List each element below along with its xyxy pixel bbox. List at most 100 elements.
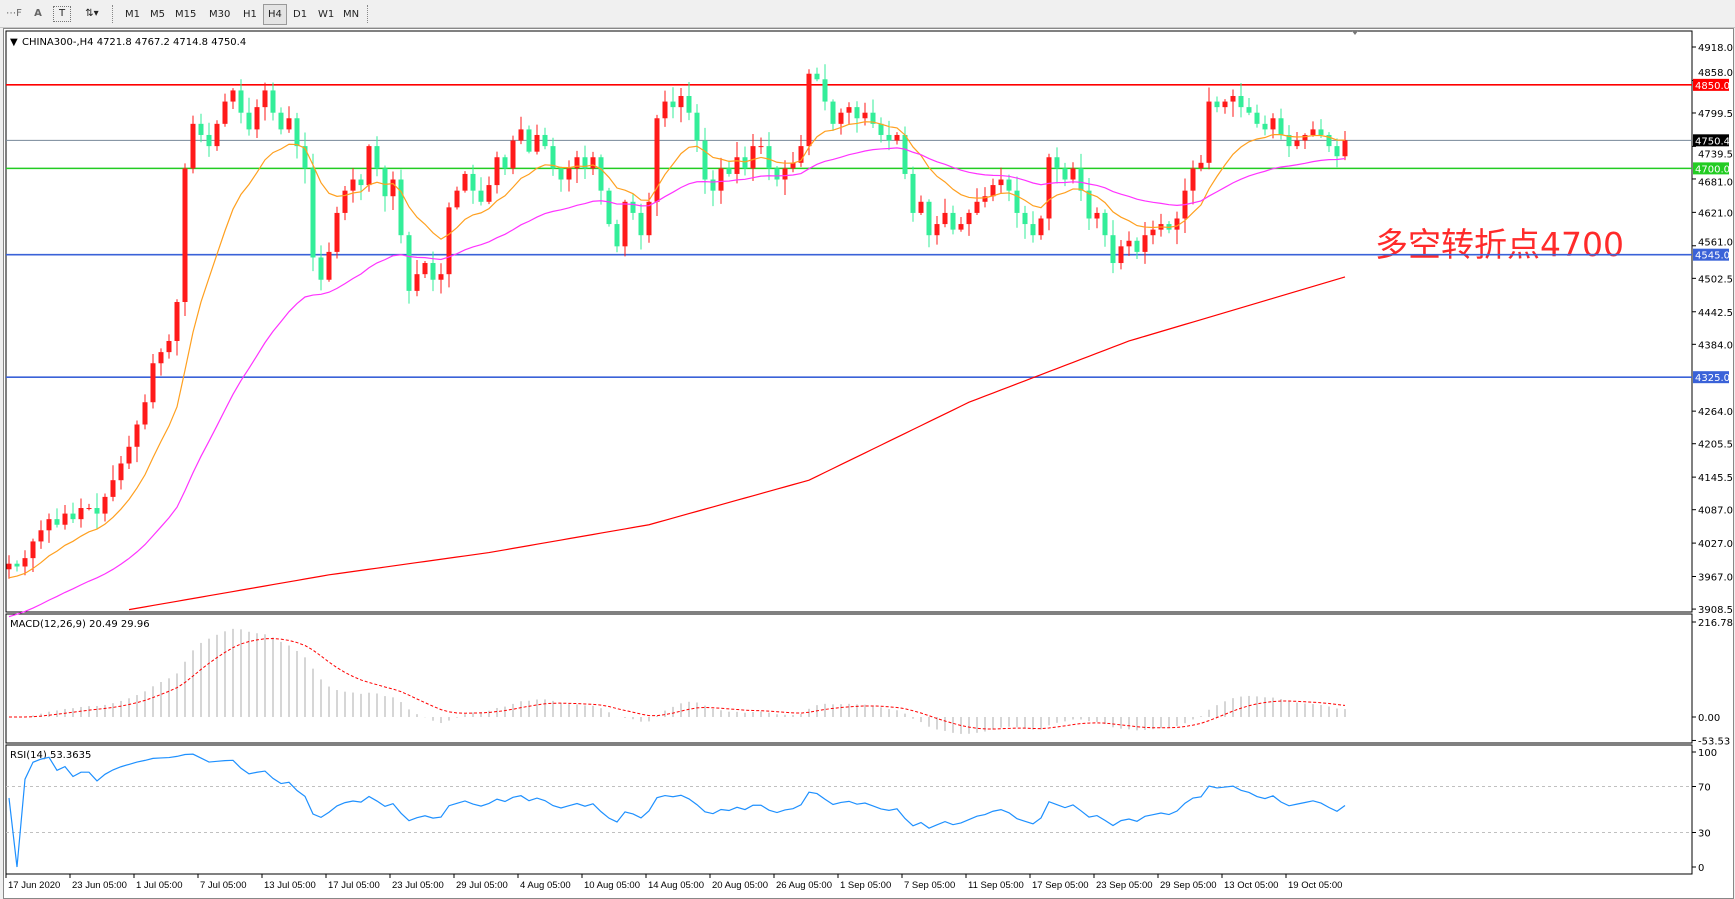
candle (1254, 112, 1260, 124)
macd-tick-label: 0.00 (1698, 713, 1720, 724)
candle (918, 201, 924, 213)
x-tick-label: 26 Aug 05:00 (776, 880, 832, 891)
candle (46, 519, 52, 531)
candle (1102, 212, 1108, 236)
candle (430, 263, 436, 280)
period-separator-tool-icon[interactable]: ⋯F (6, 8, 22, 19)
timeframe-m15[interactable]: M15 (175, 9, 197, 20)
candle (110, 480, 116, 497)
candle (510, 140, 516, 169)
candle (886, 134, 892, 141)
candle (934, 224, 940, 236)
y-tick-label: 4502.5 (1698, 274, 1733, 285)
candle (1214, 101, 1220, 108)
candle (1262, 123, 1268, 130)
price-label: 4325.0 (1695, 373, 1730, 384)
price-label-bg (1693, 78, 1729, 91)
candle (702, 140, 708, 180)
candle (590, 157, 596, 169)
price-label: 4750.4 (1695, 136, 1730, 147)
timeframe-m1[interactable]: M1 (125, 9, 140, 20)
candle (1118, 246, 1124, 264)
candle (1230, 95, 1236, 102)
candle (310, 168, 316, 258)
chart-window[interactable] (3, 28, 1734, 899)
candle (1062, 168, 1068, 180)
candle (1310, 129, 1316, 135)
candle (334, 212, 340, 252)
y-tick-label: 4681.0 (1698, 177, 1733, 188)
y-tick-label: 4384.0 (1698, 340, 1733, 351)
annotation-text: 多空转折点4700 (1375, 225, 1624, 264)
candle (758, 146, 764, 148)
x-tick-label: 4 Aug 05:00 (520, 880, 571, 891)
chart-shift-marker-icon[interactable] (1352, 31, 1358, 35)
timeframe-m5[interactable]: M5 (150, 9, 165, 20)
candle (582, 157, 588, 169)
toolbar-separator (367, 5, 370, 23)
main-pane (5, 30, 1693, 613)
candle (606, 190, 612, 225)
x-tick-label: 17 Jun 2020 (8, 880, 60, 891)
x-tick-label: 23 Jun 05:00 (72, 880, 127, 891)
candle (742, 157, 748, 169)
candle (1070, 168, 1076, 180)
candle (646, 201, 652, 236)
candle (494, 157, 500, 186)
candle (686, 95, 692, 113)
candle (526, 129, 532, 152)
candle (198, 123, 204, 135)
candle (294, 118, 300, 147)
candle (350, 179, 356, 191)
candle (270, 90, 276, 113)
candle (598, 157, 604, 191)
text-label-tool-icon[interactable]: T (53, 6, 71, 22)
candle (278, 112, 284, 130)
candle (1046, 157, 1052, 219)
candle (830, 101, 836, 124)
candle (358, 179, 364, 186)
candle (846, 107, 852, 113)
candle (790, 162, 796, 169)
timeframe-h4[interactable]: H4 (263, 4, 287, 25)
price-label: 4700.0 (1695, 164, 1730, 175)
candle (614, 224, 620, 247)
candle (246, 112, 252, 130)
y-tick-label: 4145.5 (1698, 473, 1733, 484)
candle (1326, 134, 1332, 147)
candle (878, 123, 884, 135)
candle (238, 90, 244, 113)
x-tick-label: 7 Sep 05:00 (904, 880, 955, 891)
candle (486, 185, 492, 202)
timeframe-m30[interactable]: M30 (209, 9, 231, 20)
candle (86, 508, 92, 510)
candle (1270, 118, 1276, 130)
candle (214, 123, 220, 147)
y-tick-label: 4858.0 (1698, 68, 1733, 79)
candle (1150, 229, 1156, 236)
timeframe-h1[interactable]: H1 (243, 9, 257, 20)
arrows-tool-dropdown[interactable]: ⇅▾ (85, 8, 99, 19)
y-tick-label: 4621.0 (1698, 208, 1733, 219)
x-tick-label: 10 Aug 05:00 (584, 880, 640, 891)
candle (806, 73, 812, 147)
rsi-tick-label: 30 (1698, 829, 1711, 840)
x-tick-label: 29 Jul 05:00 (456, 880, 508, 891)
macd-pane (5, 613, 1693, 744)
collapse-triangle-icon[interactable]: ▼ (10, 37, 18, 48)
text-tool-icon[interactable]: A (34, 8, 42, 19)
candle (222, 101, 228, 124)
timeframe-d1[interactable]: D1 (293, 9, 308, 20)
x-tick-label: 11 Sep 05:00 (968, 880, 1024, 891)
candle (1014, 190, 1020, 213)
candle (670, 101, 676, 108)
timeframe-mn[interactable]: MN (343, 9, 360, 20)
candle (838, 112, 844, 124)
candle (54, 519, 60, 525)
timeframe-w1[interactable]: W1 (318, 9, 335, 20)
ma-mid-line (8, 147, 1346, 618)
rsi-title: RSI(14) 53.3635 (10, 750, 91, 761)
candle (158, 352, 164, 364)
candle (286, 118, 292, 130)
